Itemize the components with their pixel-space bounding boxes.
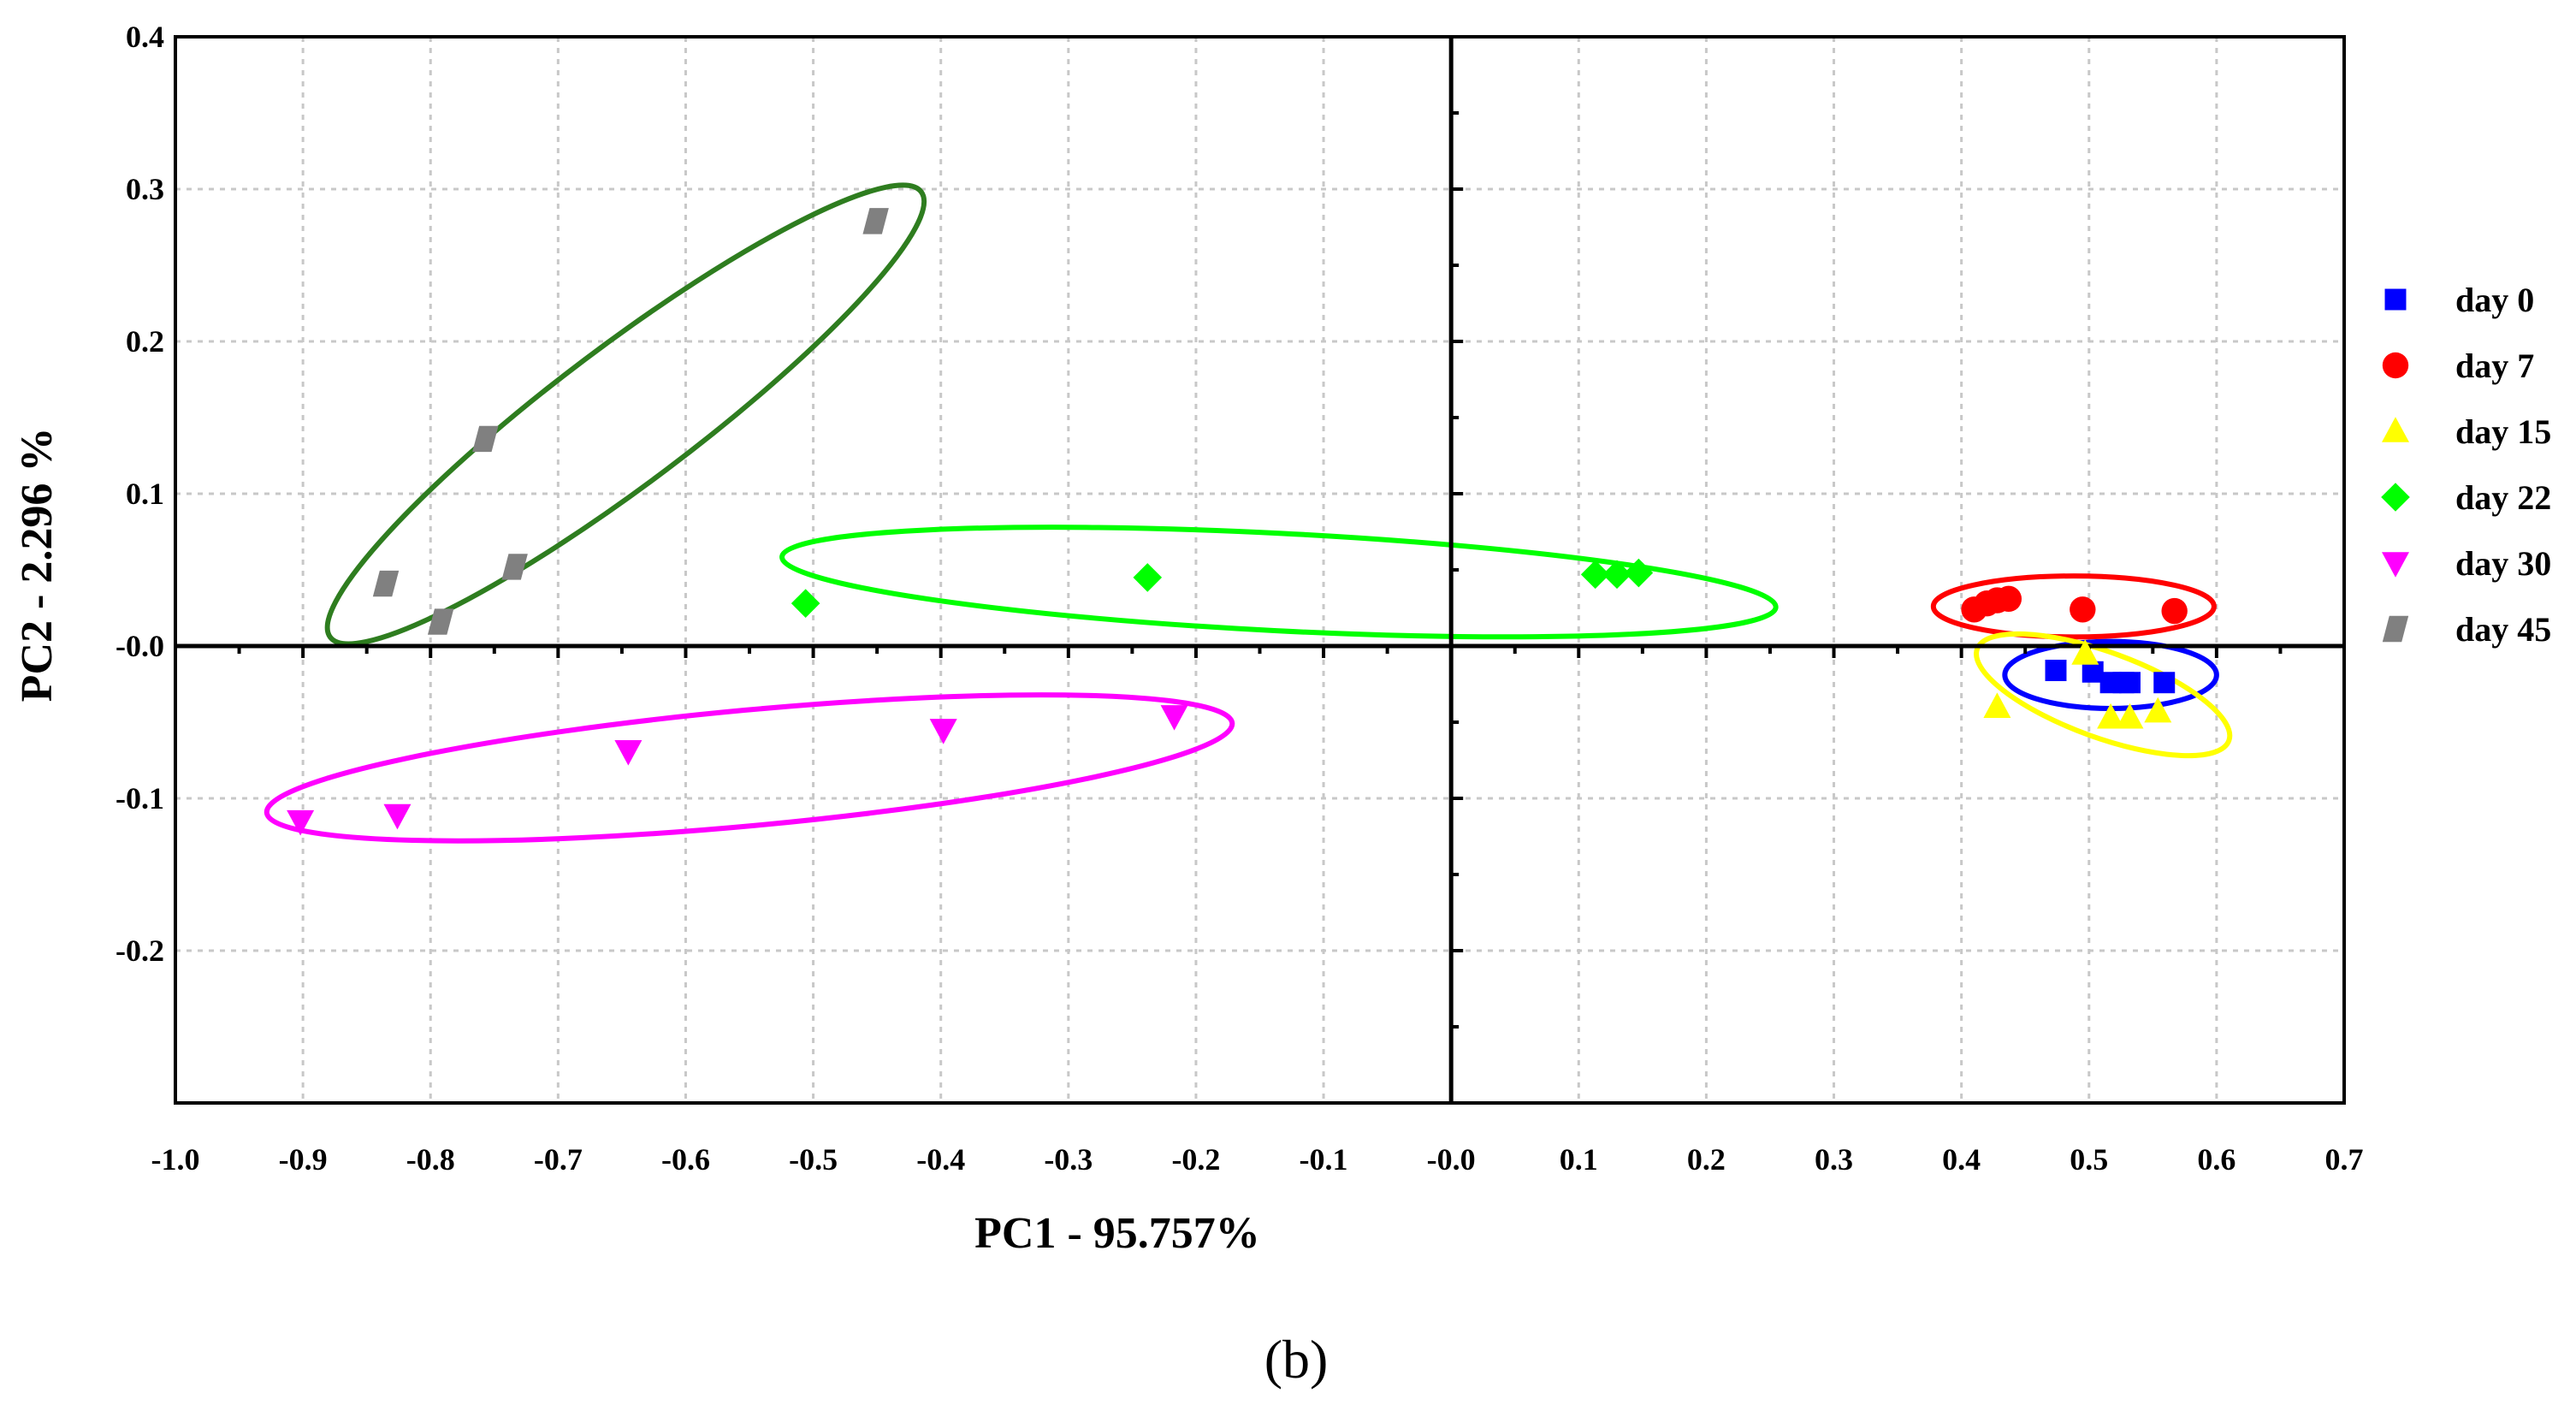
point-day-15 [1983,692,2011,718]
y-tick-label: 0.2 [126,324,164,359]
legend-marker-day-30 [2382,552,2409,578]
y-tick-label: -0.1 [115,781,164,815]
point-day-22 [1133,563,1163,592]
x-tick-label: 0.1 [1560,1142,1598,1177]
ellipse-day-7 [1930,573,2217,640]
y-axis-title: PC2 - 2.296 % [13,428,62,703]
center-axes [174,35,2346,1105]
point-day-0 [2045,660,2067,681]
y-tick-label: 0.4 [126,20,164,54]
x-tick-label: -0.8 [406,1142,455,1177]
point-day-22 [791,589,820,618]
x-tick-label: 0.7 [2325,1142,2364,1177]
x-tick-label: -0.3 [1044,1142,1093,1177]
x-tick-label: -0.9 [279,1142,328,1177]
point-day-15 [2097,703,2125,729]
legend-marker-day-15 [2382,417,2409,442]
point-day-0 [2082,661,2104,683]
point-day-15 [2071,639,2099,665]
point-day-45 [501,554,528,580]
legend-item-day-30: day 30 [2382,544,2551,583]
point-day-0 [2153,672,2176,694]
legend-label: day 15 [2455,412,2551,451]
point-day-30 [383,803,412,830]
x-axis-title: PC1 - 95.757% [974,1209,1260,1258]
x-tick-label: -0.0 [1427,1142,1476,1177]
legend-item-day-22: day 22 [2381,478,2551,517]
data-points [287,208,2188,836]
point-day-0 [2119,672,2141,694]
ellipse-day-30 [264,692,1235,844]
cluster-ellipses [264,182,2233,844]
legend-label: day 22 [2455,478,2551,517]
point-day-7 [2161,597,2188,625]
point-day-22 [1580,560,1610,590]
legend-item-day-15: day 15 [2382,412,2551,451]
point-day-15 [2144,697,2172,723]
point-day-30 [929,719,957,744]
ellipse-day-22 [779,525,1779,640]
legend-item-day-7: day 7 [2382,347,2534,385]
point-day-7 [2070,596,2096,623]
x-tick-label: -0.2 [1171,1142,1220,1177]
x-tick-label: -0.6 [661,1142,710,1177]
legend-marker-day-22 [2381,483,2410,512]
x-tick-label: -0.5 [789,1142,838,1177]
point-day-22 [1602,560,1631,590]
legend-label: day 0 [2455,281,2534,319]
y-tick-label: -0.0 [115,629,164,663]
legend-marker-day-0 [2384,288,2407,311]
ellipse-day-45 [324,182,927,647]
x-tick-labels: -1.0 -0.9 -0.8 -0.7 -0.6 -0.5 -0.4 -0.3 -0.2 -0.1… [151,1142,2364,1177]
legend-label: day 7 [2455,347,2534,385]
point-day-30 [287,809,315,836]
y-tick-labels: 0.4 0.3 0.2 0.1 -0.0 -0.1 -0.2 [115,20,164,968]
panel-label: (b) [1264,1329,1329,1390]
legend: day 0 day 7 day 15 day 22 day 30 day 45 [2381,281,2551,649]
legend-marker-day-45 [2382,615,2409,643]
legend-item-day-45: day 45 [2382,610,2551,649]
x-tick-label: 0.2 [1687,1142,1726,1177]
point-day-15 [2116,703,2144,729]
legend-label: day 45 [2455,610,2551,649]
x-tick-label: 0.6 [2197,1142,2235,1177]
point-day-30 [1160,705,1188,731]
ellipse-day-15 [1974,631,2233,759]
legend-marker-day-7 [2382,352,2409,379]
point-day-45 [472,425,499,453]
point-day-30 [614,740,643,766]
point-day-45 [862,208,889,234]
x-tick-label: 0.5 [2070,1142,2108,1177]
point-day-45 [427,608,454,635]
x-tick-label: -0.1 [1300,1142,1348,1177]
x-tick-label: -1.0 [151,1142,200,1177]
legend-label: day 30 [2455,544,2551,583]
y-tick-label: 0.3 [126,172,164,206]
x-tick-label: 0.4 [1942,1142,1981,1177]
plot-frame [174,35,2346,1105]
point-day-22 [1624,558,1654,588]
x-tick-label: 0.3 [1815,1142,1853,1177]
point-day-45 [372,570,400,597]
y-tick-label: 0.1 [126,477,164,511]
point-day-7 [1995,585,2022,613]
x-tick-label: -0.4 [916,1142,965,1177]
y-tick-label: -0.2 [115,934,164,968]
legend-item-day-0: day 0 [2384,281,2534,319]
x-tick-label: -0.7 [534,1142,583,1177]
